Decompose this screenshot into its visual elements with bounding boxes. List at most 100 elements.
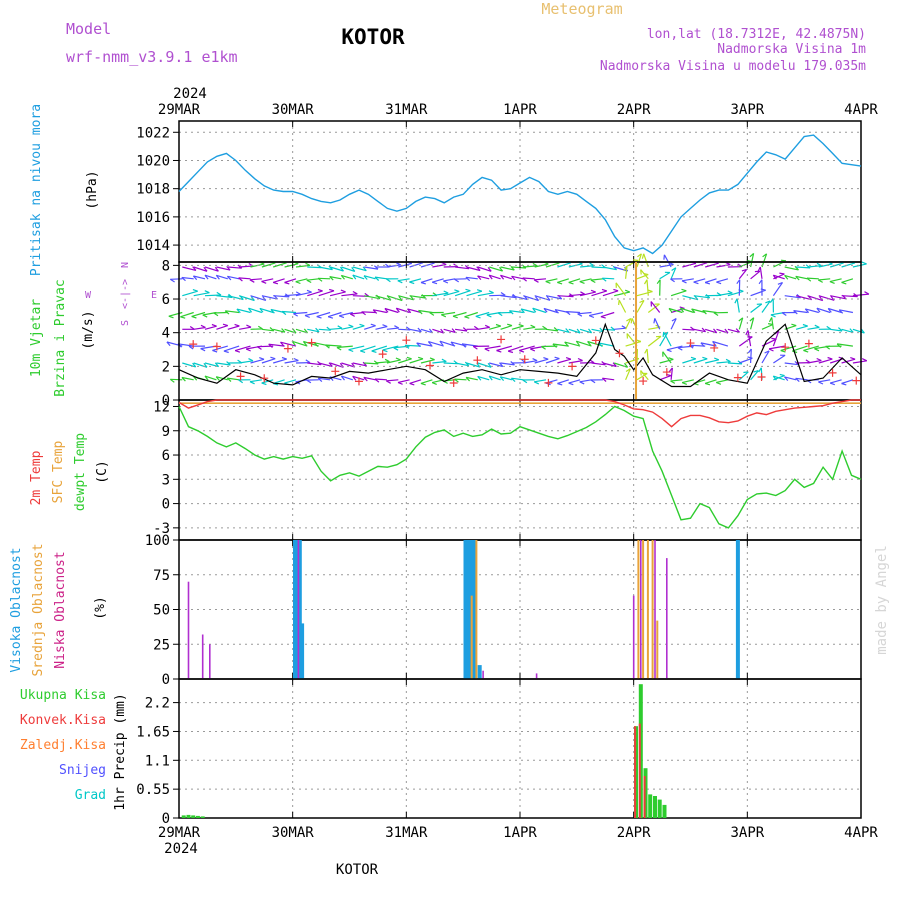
wind-barb: [398, 328, 411, 331]
wind-barb: [223, 345, 240, 352]
wind-barb-tick: [816, 307, 821, 313]
wind-barb: [466, 266, 481, 272]
wind-barb: [511, 377, 524, 381]
wind-barb: [318, 277, 331, 280]
wind-barb-tick: [215, 376, 220, 381]
wind-barb: [772, 282, 783, 297]
wind-barb: [216, 274, 228, 280]
wind-barb: [750, 253, 755, 268]
wind-barb-tick: [864, 291, 870, 295]
wind-barb-tick: [632, 259, 638, 261]
wind-barb-tick: [384, 358, 390, 363]
wind-barb: [796, 266, 811, 269]
bottom-date-label: 3APR: [730, 825, 764, 841]
wind-barb: [705, 359, 719, 364]
total-rain-bar: [657, 799, 662, 818]
wind-barb-tick: [613, 288, 619, 292]
wind-barb-tick: [454, 278, 460, 283]
wind-barb-tick: [495, 323, 501, 327]
wind-barb-tick: [653, 318, 656, 324]
wind-barb: [204, 266, 219, 272]
wind-barb-tick: [499, 362, 504, 367]
wind-barb: [579, 328, 592, 334]
wind-barb-tick: [303, 328, 308, 334]
wind-barb-tick: [407, 308, 412, 314]
pressure-ytick-label: 1014: [136, 238, 170, 254]
wind-barb-tick: [248, 307, 253, 313]
wind-barb-tick: [795, 275, 800, 281]
wind-barb: [204, 375, 217, 381]
wind-barb-tick: [350, 313, 355, 317]
convective-rain-bar: [638, 723, 641, 818]
wind-barb-tick: [359, 323, 365, 327]
cloud-ylabel: Visoka Oblacnost Srednja Oblacnost Niska…: [9, 543, 108, 676]
wind-barb-tick: [464, 316, 470, 319]
wind-barb: [727, 328, 740, 333]
wind-barb: [352, 325, 365, 330]
wind-barb: [771, 317, 774, 330]
wind-barb-tick: [818, 381, 824, 385]
wind-barb-tick: [758, 367, 762, 373]
wind-barb: [519, 345, 535, 352]
wind-barb-tick: [510, 265, 515, 271]
wind-barb-tick: [816, 262, 822, 267]
wind-barb-tick: [226, 377, 232, 382]
niska-bar: [209, 644, 211, 680]
visoka-bar: [477, 665, 482, 679]
srednja-bar: [637, 540, 640, 679]
total-rain-bar: [195, 815, 200, 818]
wind-barb-tick: [317, 277, 323, 282]
wind-barb: [261, 295, 278, 300]
wind-barb-tick: [637, 253, 642, 258]
wind-barb: [795, 325, 808, 330]
wind-barb-tick: [816, 357, 822, 362]
wind-barb: [193, 266, 208, 272]
wind-barb-tick: [477, 376, 482, 381]
wind-barb-tick: [612, 362, 617, 367]
wind-barb: [830, 262, 844, 268]
wind-barb-tick: [313, 342, 319, 347]
wind-barb: [170, 378, 183, 381]
wind-barb-tick: [681, 288, 687, 292]
wind-barb-tick: [363, 275, 368, 280]
wind-barb-tick: [802, 323, 808, 327]
wind-barb-tick: [272, 281, 279, 285]
wind-barb: [477, 275, 490, 280]
wind-barb: [306, 278, 319, 281]
wind-barb-tick: [371, 350, 377, 353]
wind-barb: [784, 274, 797, 280]
wind-barb: [329, 291, 346, 297]
wind-barb-tick: [780, 259, 787, 262]
wind-barb: [803, 345, 819, 351]
wind-barb: [520, 308, 535, 314]
wind-barb-tick: [621, 325, 627, 329]
legend-grad: Grad: [75, 788, 106, 803]
wind-barb-tick: [644, 348, 648, 354]
wind-barb: [382, 345, 399, 351]
wind-direction-marker: [852, 376, 861, 385]
wind-barb-tick: [580, 291, 585, 295]
wind-barb-tick: [464, 361, 470, 367]
wind-barb: [261, 278, 274, 282]
wind-barb: [750, 370, 759, 381]
wind-barb: [250, 358, 265, 364]
wind-barb-tick: [806, 277, 812, 282]
wind-barb: [330, 327, 343, 330]
wind-barb: [681, 278, 694, 282]
wind-direction-marker: [331, 367, 340, 376]
wind-barb: [466, 290, 483, 297]
wind-barb-tick: [487, 362, 492, 368]
wind-barb: [432, 292, 449, 297]
wind-barb-tick: [374, 378, 380, 383]
wind-barb: [409, 379, 422, 384]
wind-barb: [689, 344, 706, 347]
wind-barb: [625, 266, 628, 279]
wind-barb-tick: [554, 309, 559, 314]
temperature-ytick-label: 3: [162, 472, 170, 488]
wind-barb: [268, 343, 285, 347]
wind-barb: [545, 328, 558, 332]
pressure-line: [178, 134, 862, 255]
wind-barb: [618, 299, 627, 313]
wind-barb: [182, 362, 196, 368]
wind-barb-tick: [192, 289, 198, 292]
